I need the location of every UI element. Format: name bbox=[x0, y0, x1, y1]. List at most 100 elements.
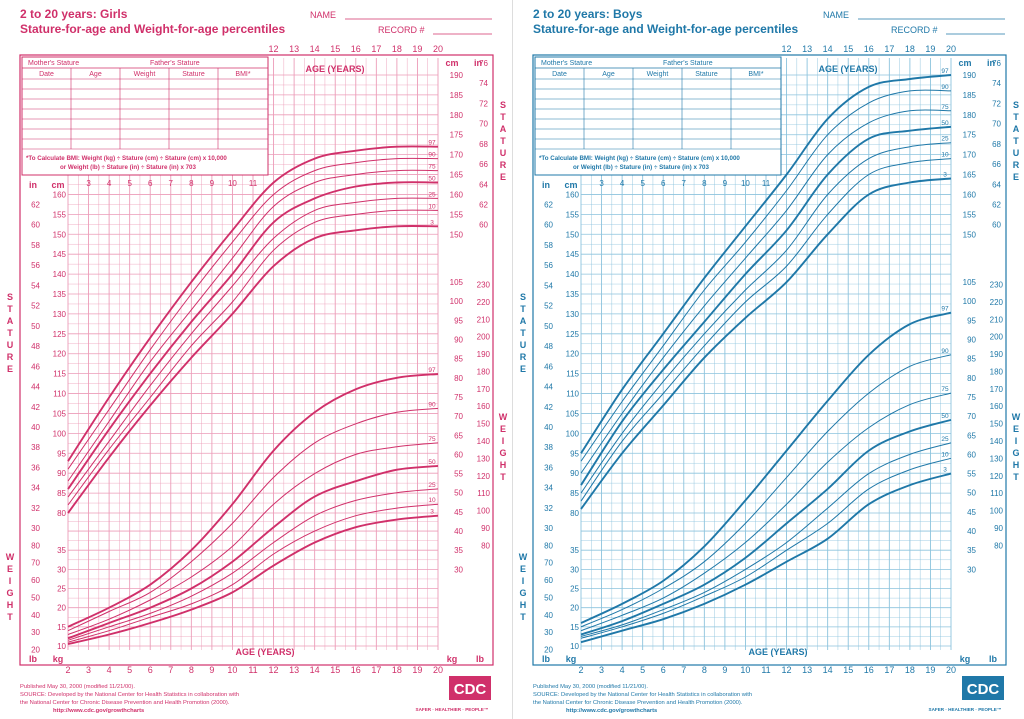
mothers-stature-label: Mother's Stature bbox=[541, 60, 592, 67]
stature-cm-tick-left: 95 bbox=[57, 449, 66, 458]
weight-kg-tick-right: 95 bbox=[454, 316, 463, 325]
weight-percentile-curves-series-90 bbox=[67, 407, 439, 632]
weight-percentile-curves-series-10 bbox=[580, 457, 952, 639]
inner-age-tick: 3 bbox=[86, 179, 91, 188]
table-header-weight: Weight bbox=[134, 71, 156, 78]
stature-in-tick-left: 52 bbox=[544, 302, 553, 311]
stature-cm-tick-left: 130 bbox=[53, 310, 67, 319]
stature-cm-tick-right: 150 bbox=[963, 230, 977, 239]
stature-cm-tick-left: 90 bbox=[57, 469, 66, 478]
stature-in-tick-right: 64 bbox=[479, 180, 488, 189]
weight-lb-tick-left: 60 bbox=[544, 576, 553, 585]
stature-cm-tick-right: 160 bbox=[963, 190, 977, 199]
boys-chart-panel: Mother's Stature Father's Stature Date Age W… bbox=[512, 0, 1024, 719]
weight-lb-tick-right: 200 bbox=[477, 333, 491, 342]
stature-in-tick-left: 54 bbox=[544, 281, 553, 290]
weight-kg-tick-left: 35 bbox=[57, 546, 66, 555]
bottom-age-tick: 20 bbox=[946, 665, 956, 675]
inner-age-tick: 4 bbox=[620, 179, 625, 188]
stature-percentile-curves-series-97 bbox=[67, 145, 439, 462]
weight-lb-tick-right: 170 bbox=[477, 385, 491, 394]
stature-label-right-letter: U bbox=[1013, 148, 1020, 158]
weight-lb-tick-left: 20 bbox=[544, 646, 553, 655]
inner-age-tick: 6 bbox=[148, 179, 153, 188]
weight-label-left-letter: E bbox=[7, 564, 13, 574]
weight-kg-tick-left: 25 bbox=[57, 585, 66, 594]
age-axis-label-top: AGE (YEARS) bbox=[818, 64, 877, 74]
stature-in-tick-left: 60 bbox=[31, 221, 40, 230]
weight-label-left-letter: W bbox=[6, 552, 15, 562]
age-axis-label-bottom: AGE (YEARS) bbox=[748, 647, 807, 657]
weight-kg-tick-right: 45 bbox=[454, 508, 463, 517]
weight-percentile-curves-percentile-label: 97 bbox=[941, 306, 949, 313]
weight-lb-tick-left: 20 bbox=[31, 646, 40, 655]
weight-kg-tick-left: 30 bbox=[57, 565, 66, 574]
inner-age-tick: 4 bbox=[107, 179, 112, 188]
weight-kg-tick-left: 20 bbox=[570, 604, 579, 613]
stature-cm-tick-left: 155 bbox=[53, 210, 67, 219]
cm-unit-right: cm bbox=[958, 58, 971, 68]
bottom-age-tick: 17 bbox=[371, 665, 381, 675]
bottom-age-tick: 12 bbox=[269, 665, 279, 675]
stature-cm-tick-left: 80 bbox=[57, 509, 66, 518]
weight-lb-tick-right: 180 bbox=[477, 367, 491, 376]
chart-frame bbox=[19, 54, 494, 666]
weight-lb-tick-right: 120 bbox=[477, 472, 491, 481]
bottom-age-tick: 8 bbox=[702, 665, 707, 675]
top-age-tick: 15 bbox=[330, 44, 340, 54]
weight-kg-tick-left: 35 bbox=[570, 546, 579, 555]
stature-label-left-letter: A bbox=[520, 316, 527, 326]
stature-in-tick-right: 70 bbox=[479, 120, 488, 129]
stature-percentile-curves-series-25 bbox=[67, 197, 439, 498]
inner-age-tick: 6 bbox=[661, 179, 666, 188]
weight-label-right-letter: H bbox=[1013, 460, 1020, 470]
stature-cm-tick-left: 105 bbox=[566, 409, 580, 418]
top-age-tick: 16 bbox=[351, 44, 361, 54]
stature-percentile-curves-series-90 bbox=[580, 89, 952, 462]
weight-percentile-curves-percentile-label: 50 bbox=[428, 459, 436, 466]
stature-percentile-curves-percentile-label: 90 bbox=[941, 84, 949, 91]
bottom-age-tick: 14 bbox=[310, 665, 320, 675]
stature-in-tick-right: 64 bbox=[992, 180, 1001, 189]
weight-kg-tick-right: 40 bbox=[967, 527, 976, 536]
weight-percentile-curves: 97 90 75 50 25 10 3 bbox=[580, 306, 952, 644]
stature-label-left-letter: T bbox=[7, 328, 13, 338]
weight-kg-tick-right: 90 bbox=[967, 335, 976, 344]
bmi-note-2: or Weight (lb) ÷ Stature (in) ÷ Stature … bbox=[60, 164, 196, 171]
stature-cm-tick-left: 90 bbox=[570, 469, 579, 478]
table-header-stature: Stature bbox=[695, 71, 718, 78]
stature-in-tick-right: 60 bbox=[992, 221, 1001, 230]
weight-lb-tick-right: 160 bbox=[990, 402, 1004, 411]
cdc-logo: CDC bbox=[962, 676, 1004, 700]
cdc-tagline: SAFER · HEALTHIER · PEOPLE™ bbox=[929, 707, 1002, 712]
weight-lb-tick-left: 80 bbox=[31, 541, 40, 550]
stature-label-right-letter: T bbox=[1013, 136, 1019, 146]
weight-label-left-letter: G bbox=[519, 588, 526, 598]
bottom-age-tick: 5 bbox=[640, 665, 645, 675]
stature-in-tick-right: 72 bbox=[479, 99, 488, 108]
stature-label-right-letter: E bbox=[500, 172, 506, 182]
top-age-tick: 18 bbox=[905, 44, 915, 54]
top-age-tick: 14 bbox=[310, 44, 320, 54]
stature-label-right-letter: U bbox=[500, 148, 507, 158]
axis-labels: 8085909510010511011512012513013514014515… bbox=[542, 58, 1004, 664]
name-label: NAME bbox=[310, 10, 336, 20]
weight-percentile-curves-percentile-label: 10 bbox=[428, 497, 436, 504]
stature-percentile-curves-series-50 bbox=[67, 181, 439, 490]
stature-in-tick-left: 30 bbox=[544, 524, 553, 533]
weight-lb-tick-right: 130 bbox=[990, 454, 1004, 463]
stature-label-left-letter: T bbox=[520, 304, 526, 314]
stature-in-tick-left: 34 bbox=[544, 484, 553, 493]
inner-age-tick: 11 bbox=[762, 179, 771, 188]
weight-lb-tick-left: 50 bbox=[544, 593, 553, 602]
stature-cm-tick-right: 165 bbox=[450, 171, 464, 180]
weight-kg-tick-right: 35 bbox=[967, 546, 976, 555]
stature-cm-tick-right: 175 bbox=[450, 131, 464, 140]
record-label: RECORD # bbox=[378, 25, 425, 35]
stature-cm-tick-left: 130 bbox=[566, 310, 580, 319]
bottom-age-tick: 4 bbox=[620, 665, 625, 675]
stature-in-tick-left: 40 bbox=[544, 423, 553, 432]
